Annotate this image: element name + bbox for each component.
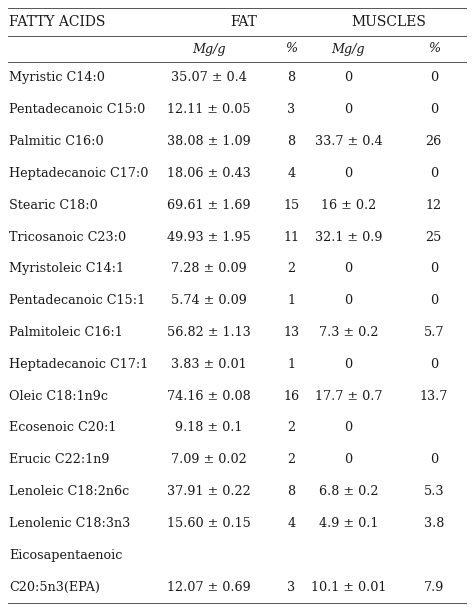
Text: Oleic C18:1n9c: Oleic C18:1n9c [9,390,109,402]
Text: Ecosenoic C20:1: Ecosenoic C20:1 [9,421,117,435]
Text: 0: 0 [429,71,438,85]
Text: 3: 3 [287,103,296,116]
Text: 18.06 ± 0.43: 18.06 ± 0.43 [167,167,250,180]
Text: 49.93 ± 1.95: 49.93 ± 1.95 [167,230,250,244]
Text: 37.91 ± 0.22: 37.91 ± 0.22 [167,485,250,498]
Text: 26: 26 [426,135,442,148]
Text: 10.1 ± 0.01: 10.1 ± 0.01 [310,581,386,593]
Text: 15: 15 [283,199,300,212]
Text: 0: 0 [344,103,353,116]
Text: 6.8 ± 0.2: 6.8 ± 0.2 [319,485,378,498]
Text: Eicosapentaenoic: Eicosapentaenoic [9,549,123,562]
Text: 2: 2 [287,454,296,466]
Text: 7.3 ± 0.2: 7.3 ± 0.2 [319,326,378,339]
Text: 0: 0 [344,421,353,435]
Text: 16 ± 0.2: 16 ± 0.2 [321,199,376,212]
Text: %: % [428,43,440,55]
Text: 3: 3 [287,581,296,593]
Text: 0: 0 [429,263,438,275]
Text: %: % [285,43,298,55]
Text: 4.9 ± 0.1: 4.9 ± 0.1 [319,517,378,530]
Text: 1: 1 [288,358,295,371]
Text: 3.8: 3.8 [424,517,444,530]
Text: 8: 8 [287,71,296,85]
Text: 38.08 ± 1.09: 38.08 ± 1.09 [167,135,250,148]
Text: 4: 4 [287,517,296,530]
Text: 0: 0 [429,358,438,371]
Text: 9.18 ± 0.1: 9.18 ± 0.1 [175,421,242,435]
Text: FATTY ACIDS: FATTY ACIDS [9,15,106,29]
Text: 0: 0 [429,294,438,307]
Text: Stearic C18:0: Stearic C18:0 [9,199,98,212]
Text: Palmitic C16:0: Palmitic C16:0 [9,135,104,148]
Text: 74.16 ± 0.08: 74.16 ± 0.08 [167,390,250,402]
Text: Palmitoleic C16:1: Palmitoleic C16:1 [9,326,123,339]
Text: 0: 0 [429,454,438,466]
Text: 8: 8 [287,485,296,498]
Text: Heptadecanoic C17:0: Heptadecanoic C17:0 [9,167,149,180]
Text: 5.3: 5.3 [423,485,444,498]
Text: Myristoleic C14:1: Myristoleic C14:1 [9,263,125,275]
Text: 7.28 ± 0.09: 7.28 ± 0.09 [171,263,246,275]
Text: 2: 2 [287,421,296,435]
Text: 1: 1 [288,294,295,307]
Text: 35.07 ± 0.4: 35.07 ± 0.4 [171,71,246,85]
Text: 17.7 ± 0.7: 17.7 ± 0.7 [315,390,382,402]
Text: 12.11 ± 0.05: 12.11 ± 0.05 [167,103,250,116]
Text: Pentadecanoic C15:1: Pentadecanoic C15:1 [9,294,146,307]
Text: Lenolenic C18:3n3: Lenolenic C18:3n3 [9,517,131,530]
Text: C20:5n3(EPA): C20:5n3(EPA) [9,581,100,593]
Text: 0: 0 [344,167,353,180]
Text: MUSCLES: MUSCLES [351,15,426,29]
Text: 0: 0 [344,263,353,275]
Text: 12: 12 [426,199,442,212]
Text: 8: 8 [287,135,296,148]
Text: 3.83 ± 0.01: 3.83 ± 0.01 [171,358,246,371]
Text: 11: 11 [283,230,300,244]
Text: 5.7: 5.7 [423,326,444,339]
Text: 69.61 ± 1.69: 69.61 ± 1.69 [167,199,250,212]
Text: Tricosanoic C23:0: Tricosanoic C23:0 [9,230,127,244]
Text: 0: 0 [344,71,353,85]
Text: 0: 0 [344,454,353,466]
Text: Myristic C14:0: Myristic C14:0 [9,71,105,85]
Text: Pentadecanoic C15:0: Pentadecanoic C15:0 [9,103,146,116]
Text: 0: 0 [429,167,438,180]
Text: 0: 0 [344,294,353,307]
Text: 12.07 ± 0.69: 12.07 ± 0.69 [167,581,250,593]
Text: 25: 25 [426,230,442,244]
Text: 0: 0 [429,103,438,116]
Text: 7.9: 7.9 [424,581,444,593]
Text: Erucic C22:1n9: Erucic C22:1n9 [9,454,110,466]
Text: 5.74 ± 0.09: 5.74 ± 0.09 [171,294,246,307]
Text: 2: 2 [287,263,296,275]
Text: Mg/g: Mg/g [192,43,225,55]
Text: Heptadecanoic C17:1: Heptadecanoic C17:1 [9,358,149,371]
Text: 13.7: 13.7 [419,390,448,402]
Text: Mg/g: Mg/g [332,43,365,55]
Text: 13: 13 [283,326,300,339]
Text: 56.82 ± 1.13: 56.82 ± 1.13 [167,326,250,339]
Text: FAT: FAT [231,15,257,29]
Text: Lenoleic C18:2n6c: Lenoleic C18:2n6c [9,485,130,498]
Text: 15.60 ± 0.15: 15.60 ± 0.15 [167,517,250,530]
Text: 4: 4 [287,167,296,180]
Text: 33.7 ± 0.4: 33.7 ± 0.4 [315,135,382,148]
Text: 16: 16 [283,390,300,402]
Text: 7.09 ± 0.02: 7.09 ± 0.02 [171,454,246,466]
Text: 0: 0 [344,358,353,371]
Text: 32.1 ± 0.9: 32.1 ± 0.9 [315,230,382,244]
